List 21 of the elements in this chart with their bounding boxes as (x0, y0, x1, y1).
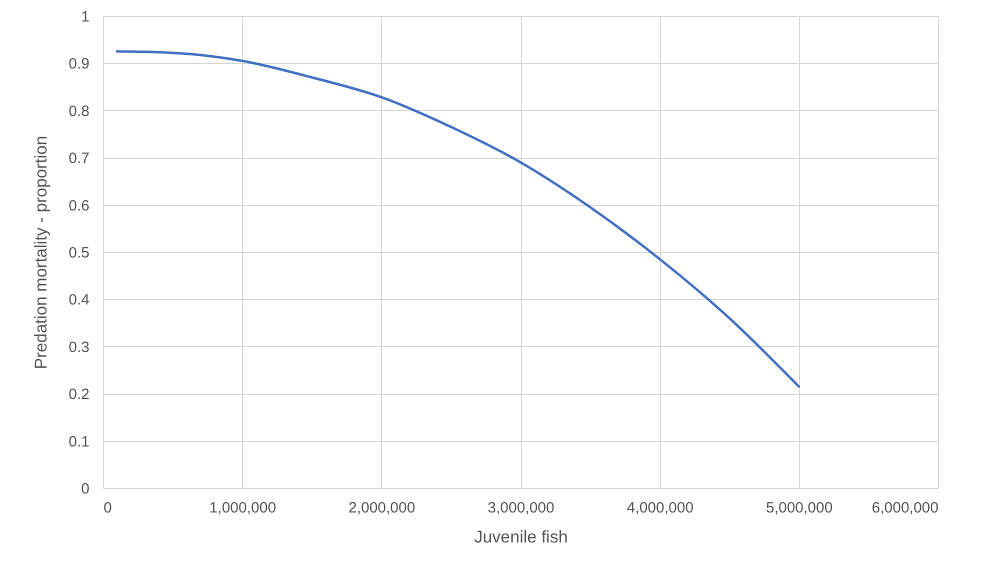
y-tick-label: 1 (81, 8, 90, 26)
line-series (116, 50, 800, 388)
y-tick-label: 0.7 (68, 150, 90, 168)
y-tick-label: 0.4 (68, 292, 90, 309)
x-tick-label: 6,000,000 (872, 500, 938, 516)
x-tick-label: 1,000,000 (209, 500, 276, 516)
x-axis-title: Juvenile fish (474, 528, 568, 546)
x-tick-label: 3,000,000 (488, 500, 554, 516)
y-tick-label: 0.6 (68, 197, 90, 214)
y-tick-label: 0 (81, 480, 90, 498)
y-tick-label: 0.9 (68, 56, 90, 73)
y-axis-title: Predation mortality - proportion (32, 136, 51, 370)
y-tick-label: 0.8 (68, 102, 90, 120)
x-tick-label: 2,000,000 (348, 500, 416, 516)
x-tick-label: 4,000,000 (626, 500, 694, 516)
x-tick-label: 5,000,000 (766, 500, 833, 516)
y-tick-label: 0.3 (68, 338, 90, 356)
y-tick-label: 0.5 (68, 244, 90, 262)
x-tick-label: 0 (104, 500, 112, 516)
y-tick-label: 0.1 (68, 433, 90, 450)
y-tick-label: 0.2 (68, 386, 90, 404)
